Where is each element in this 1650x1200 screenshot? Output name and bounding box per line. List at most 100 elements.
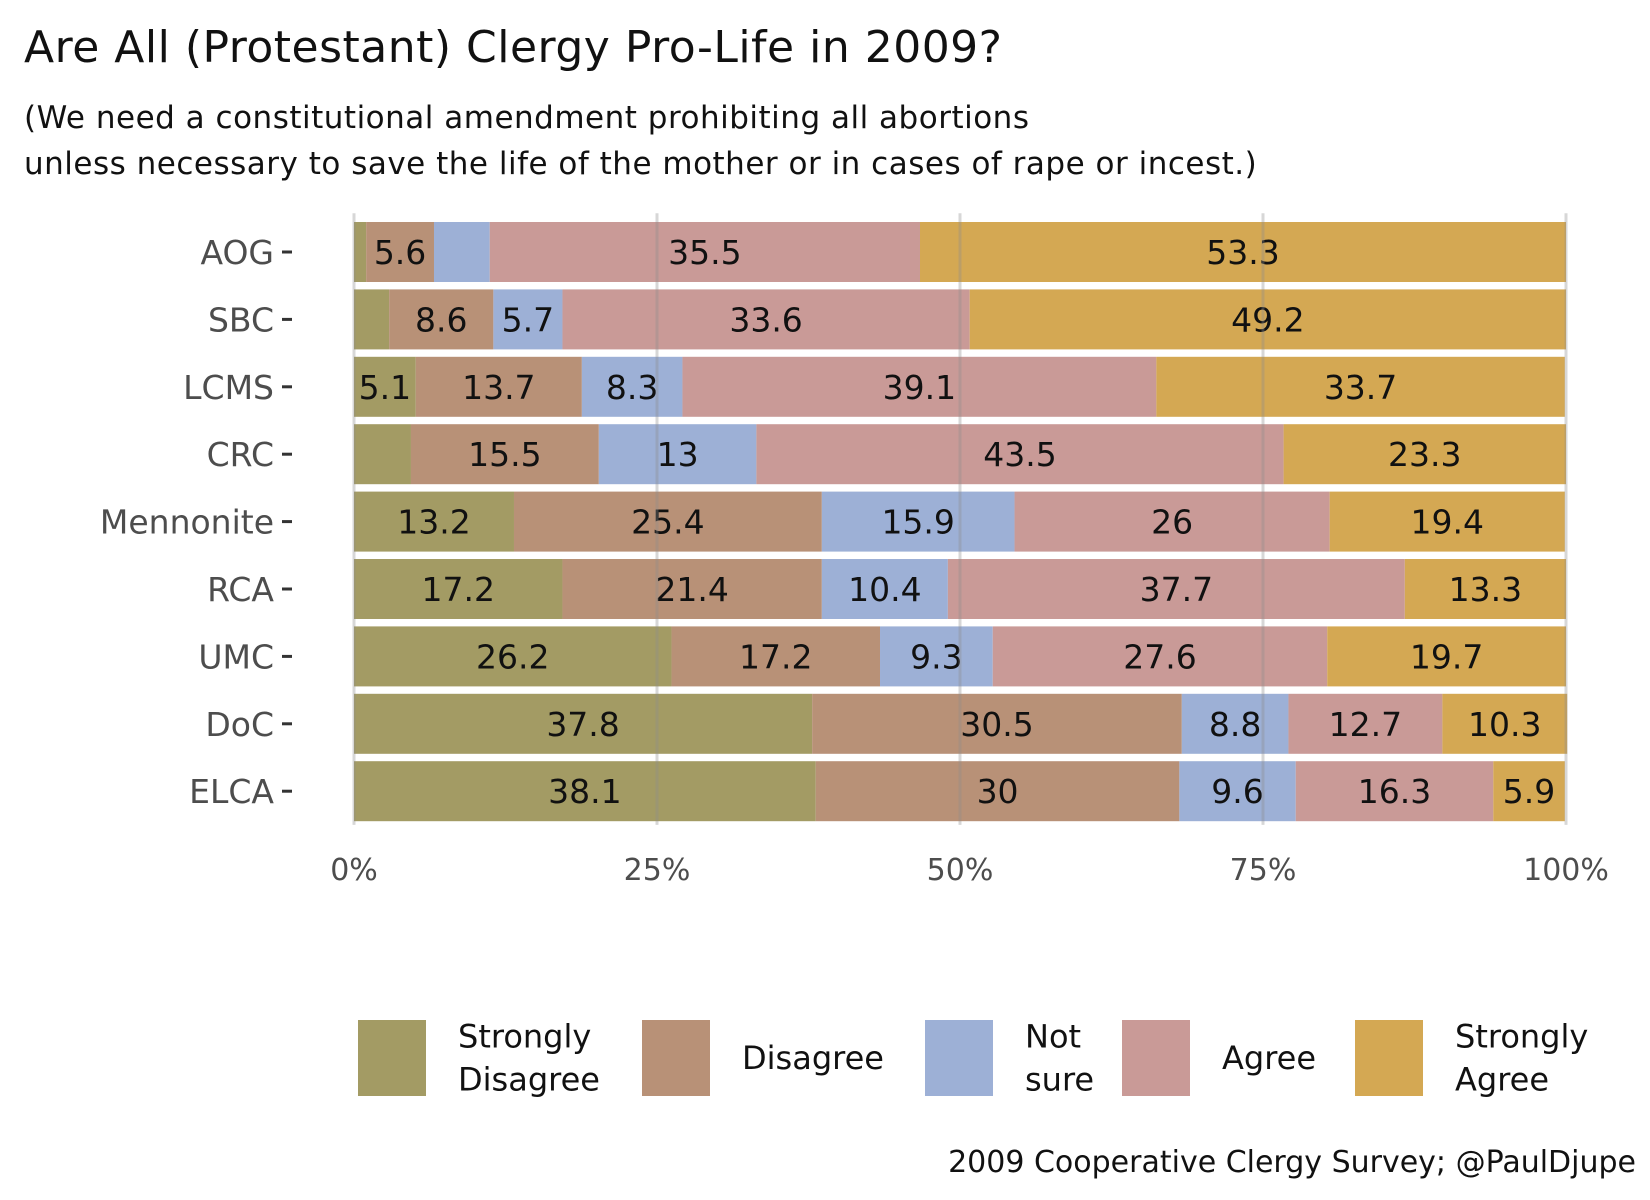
- data-label: 53.3: [1206, 233, 1279, 272]
- chart-caption: 2009 Cooperative Clergy Survey; @PaulDju…: [948, 1145, 1636, 1180]
- bar-segment: [1442, 693, 1568, 754]
- data-label: 49.2: [1231, 300, 1304, 339]
- x-tick-label: 100%: [1523, 853, 1609, 888]
- y-tick-label: Mennonite: [100, 503, 274, 542]
- y-tick-label: SBC: [208, 300, 274, 339]
- legend-label: Not: [1025, 1018, 1081, 1056]
- bar-segment: [920, 222, 1566, 282]
- bar-segment: [354, 626, 672, 687]
- y-tick-label: UMC: [198, 637, 274, 676]
- data-label: 8.3: [606, 368, 658, 407]
- data-label: 10.3: [1468, 705, 1541, 744]
- data-label: 16.3: [1358, 772, 1431, 811]
- chart-title: Are All (Protestant) Clergy Pro-Life in …: [24, 22, 1003, 73]
- bar-segment: [513, 491, 822, 552]
- bar-segment: [1288, 693, 1443, 754]
- bars: 5.6 35.5 53.3 8.6 5.7 33.6 49.2 5.1 13.7 8.3 39.1 3…: [354, 222, 1568, 822]
- legend-label: Agree: [1455, 1061, 1549, 1099]
- data-label: 23.3: [1388, 435, 1461, 474]
- bar-segment: [366, 222, 434, 282]
- bar-segment: [354, 761, 816, 822]
- data-label: 15.5: [468, 435, 541, 474]
- data-label: 9.6: [1211, 772, 1263, 811]
- legend-swatch: [925, 1020, 993, 1096]
- data-label: 19.4: [1410, 503, 1483, 542]
- bar-segment: [562, 289, 970, 350]
- data-label: 25.4: [631, 503, 704, 542]
- legend-swatch: [1355, 1020, 1423, 1096]
- data-label: 9.3: [910, 637, 962, 676]
- legend-item: Not sure: [925, 1018, 1094, 1099]
- bar-segment: [1156, 356, 1565, 417]
- bar-segment: [1404, 559, 1566, 619]
- data-label: 13.3: [1449, 570, 1522, 609]
- data-label: 5.7: [502, 300, 554, 339]
- bar-segment: [354, 289, 390, 350]
- data-label: 37.8: [546, 705, 619, 744]
- chart-subtitle-line-1: (We need a constitutional amendment proh…: [24, 100, 1030, 136]
- legend-item: Disagree: [642, 1020, 884, 1096]
- bar-segment: [1181, 693, 1289, 754]
- data-label: 35.5: [668, 233, 741, 272]
- bar-segment: [756, 424, 1284, 485]
- y-tick-label: ELCA: [189, 772, 274, 811]
- legend-label: Disagree: [742, 1039, 884, 1077]
- data-label: 26: [1151, 503, 1193, 542]
- bar-segment: [821, 559, 948, 619]
- bar-segment: [493, 289, 563, 350]
- bar-segment: [354, 491, 514, 552]
- x-tick-label: 50%: [927, 853, 994, 888]
- bar-segment: [489, 222, 921, 282]
- data-label: 12.7: [1329, 705, 1402, 744]
- legend-label: Agree: [1222, 1039, 1316, 1077]
- legend-label: Strongly: [458, 1018, 591, 1056]
- bar-segment: [1493, 761, 1565, 822]
- bar-segment: [992, 626, 1328, 687]
- bar-segment: [1283, 424, 1566, 485]
- bar-segment: [1014, 491, 1330, 552]
- bar-segment: [354, 424, 411, 485]
- data-label: 5.1: [359, 368, 411, 407]
- bar-segment: [1295, 761, 1494, 822]
- data-label: 8.8: [1209, 705, 1261, 744]
- data-label: 10.4: [848, 570, 921, 609]
- bar-segment: [581, 356, 683, 417]
- data-label: 30.5: [960, 705, 1033, 744]
- bar-segment: [354, 356, 416, 417]
- y-tick-label: LCMS: [183, 368, 274, 407]
- bar-segment: [389, 289, 494, 350]
- bar-segment: [947, 559, 1405, 619]
- chart-subtitle-line-2: unless necessary to save the life of the…: [24, 146, 1258, 182]
- data-label: 5.9: [1503, 772, 1555, 811]
- y-tick-label: RCA: [207, 570, 274, 609]
- data-label: 5.6: [374, 233, 426, 272]
- bar-segment: [812, 693, 1182, 754]
- x-tick-label: 25%: [624, 853, 691, 888]
- bar-segment: [354, 559, 563, 619]
- bar-segment: [969, 289, 1566, 350]
- bar-segment: [815, 761, 1180, 822]
- bar-segment: [1327, 626, 1566, 687]
- data-label: 8.6: [415, 300, 467, 339]
- y-tick-label: DoC: [205, 705, 274, 744]
- legend-item: Agree: [1122, 1020, 1316, 1096]
- data-label: 17.2: [739, 637, 812, 676]
- bar-segment: [415, 356, 582, 417]
- bar-segment: [821, 491, 1015, 552]
- legend-label: Strongly: [1455, 1018, 1588, 1056]
- bar-segment: [1329, 491, 1565, 552]
- bar-segment: [880, 626, 993, 687]
- x-tick-label: 0%: [330, 853, 378, 888]
- bar-segment: [671, 626, 881, 687]
- data-label: 15.9: [881, 503, 954, 542]
- data-label: 33.7: [1324, 368, 1397, 407]
- data-label: 30: [977, 772, 1019, 811]
- data-label: 19.7: [1410, 637, 1483, 676]
- legend-label: sure: [1025, 1061, 1094, 1099]
- bar-segment: [598, 424, 757, 485]
- data-label: 21.4: [655, 570, 728, 609]
- data-label: 38.1: [548, 772, 621, 811]
- legend-label: Disagree: [458, 1061, 600, 1099]
- data-label: 43.5: [983, 435, 1056, 474]
